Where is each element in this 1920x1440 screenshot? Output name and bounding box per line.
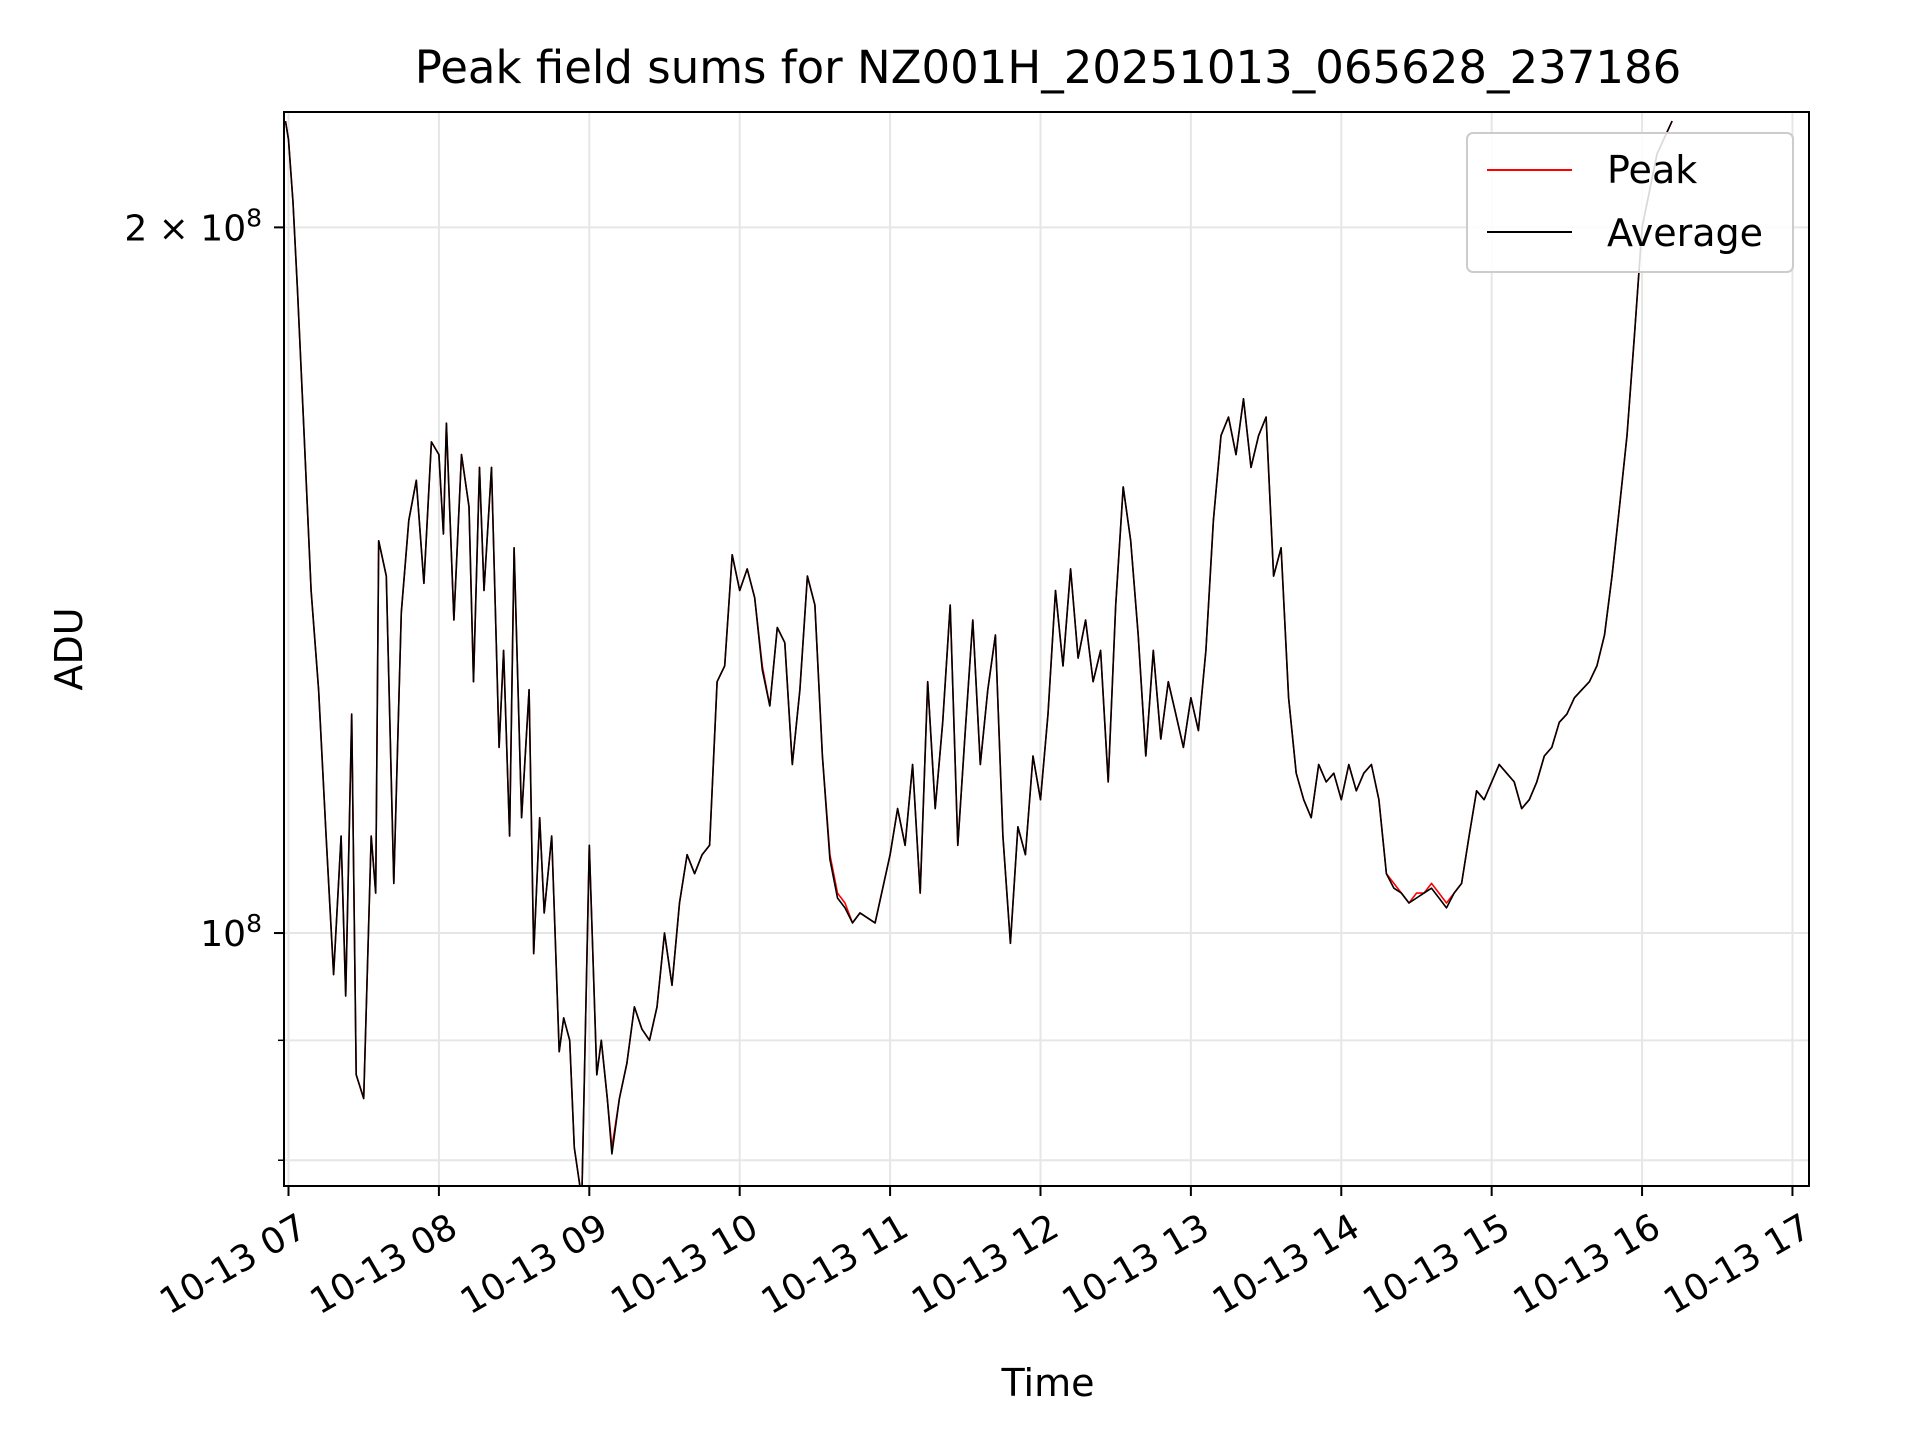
legend: Peak Average [1466,132,1794,273]
grid [284,112,1809,1186]
y-tick-label: 108 [200,909,262,955]
legend-label-average: Average [1607,211,1763,255]
series-line-average [284,120,1673,1186]
y-axis: 108 2 × 108 [124,203,284,1161]
legend-box [1466,132,1794,273]
plot-frame [283,111,1810,1187]
plot-area [284,120,1673,1186]
chart-title: Peak field sums for NZ001H_20251013_0656… [415,41,1682,94]
y-tick-label: 2 × 108 [124,203,262,249]
y-axis-label: ADU [47,607,91,690]
legend-label-peak: Peak [1607,148,1697,192]
series-layer [284,120,1673,1186]
x-axis-label: Time [1001,1361,1095,1405]
